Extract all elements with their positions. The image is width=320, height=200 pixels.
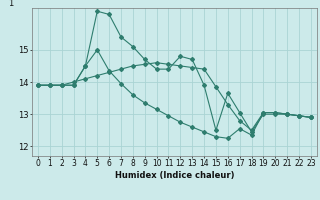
X-axis label: Humidex (Indice chaleur): Humidex (Indice chaleur) — [115, 171, 234, 180]
Text: 1: 1 — [8, 0, 13, 8]
